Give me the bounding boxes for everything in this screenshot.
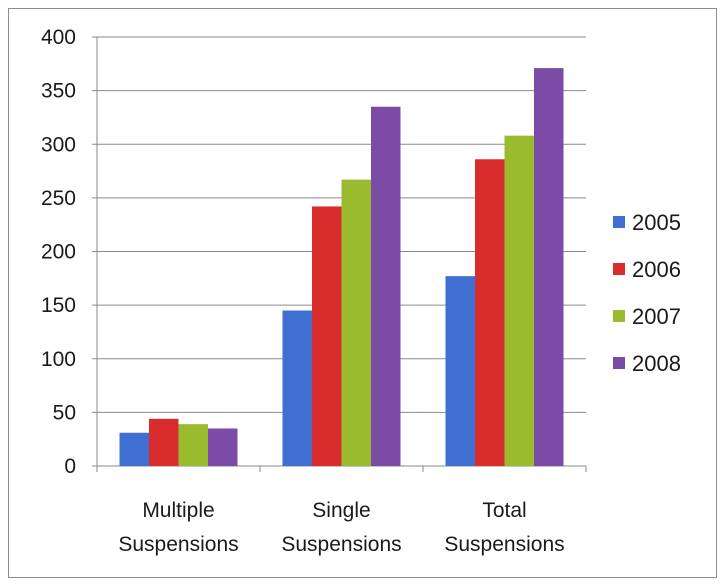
category-label: Single: [312, 499, 370, 522]
y-tick-label: 200: [41, 241, 76, 264]
bar-2006: [475, 159, 505, 466]
legend-swatch-2005: [613, 216, 625, 228]
bar-2005: [119, 432, 149, 466]
y-tick-label: 100: [41, 348, 76, 371]
bar-2005: [445, 276, 475, 466]
category-label: Suspensions: [444, 533, 564, 556]
legend-label-2006: 2006: [632, 257, 681, 282]
y-tick-label: 0: [64, 455, 76, 478]
legend-swatch-2008: [613, 357, 625, 369]
legend-label-2008: 2008: [632, 351, 681, 376]
bar-2008: [371, 106, 401, 467]
y-tick-label: 400: [41, 26, 76, 49]
bar-2007: [341, 179, 371, 466]
bar-2007: [504, 135, 534, 467]
y-tick-label: 250: [41, 187, 76, 210]
category-label: Suspensions: [281, 533, 401, 556]
category-label: Multiple: [142, 499, 214, 522]
bar-2008: [534, 68, 564, 466]
category-label: Suspensions: [118, 533, 238, 556]
bar-2007: [178, 424, 208, 466]
y-tick-label: 50: [53, 401, 76, 424]
y-tick-label: 350: [41, 80, 76, 103]
legend-label-2005: 2005: [632, 210, 681, 235]
legend-label-2007: 2007: [632, 304, 681, 329]
bar-2005: [282, 310, 312, 466]
bar-2008: [208, 428, 238, 466]
y-tick-label: 300: [41, 133, 76, 156]
category-label: Total: [482, 499, 526, 522]
legend-swatch-2007: [613, 310, 625, 322]
legend-swatch-2006: [613, 263, 625, 275]
y-tick-label: 150: [41, 294, 76, 317]
bar-2006: [312, 206, 342, 466]
bar-2006: [149, 418, 179, 466]
